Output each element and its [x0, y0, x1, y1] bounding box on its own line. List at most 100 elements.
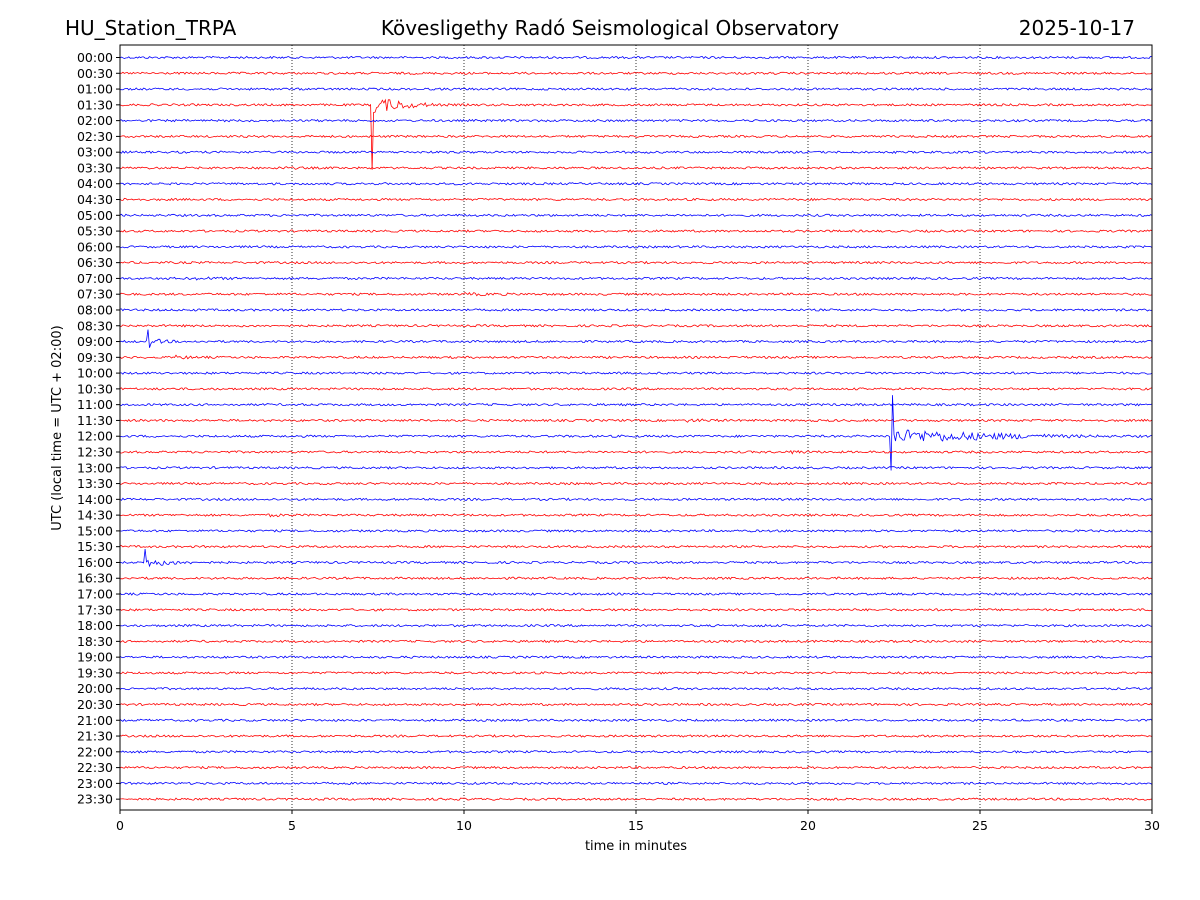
y-tick-label: 01:30: [77, 97, 113, 112]
y-tick-label: 21:30: [77, 729, 113, 744]
trace-0730: [119, 291, 1153, 297]
y-tick-label: 22:00: [77, 744, 113, 759]
y-tick-label: 22:30: [77, 760, 113, 775]
y-tick-label: 07:30: [77, 287, 113, 302]
y-tick-label: 13:00: [77, 460, 113, 475]
trace-1930: [119, 671, 1153, 675]
x-tick-label: 30: [1144, 818, 1160, 833]
trace-1600: [119, 549, 1153, 568]
trace-1530: [119, 544, 1153, 549]
y-tick-label: 18:30: [77, 634, 113, 649]
y-tick-label: 00:00: [77, 50, 113, 65]
y-tick-label: 05:30: [77, 224, 113, 239]
y-tick-label: 18:00: [77, 618, 113, 633]
y-tick-label: 03:00: [77, 145, 113, 160]
trace-1100: [119, 402, 1153, 407]
plot-frame: [119, 44, 1153, 811]
y-tick-label: 04:30: [77, 192, 113, 207]
y-axis-label: UTC (local time = UTC + 02:00): [50, 325, 65, 530]
y-tick-label: 21:00: [77, 713, 113, 728]
trace-1300: [119, 465, 1153, 470]
x-tick-label: 10: [456, 818, 472, 833]
trace-0130: [119, 98, 1153, 170]
trace-0430: [119, 197, 1153, 202]
trace-0530: [119, 229, 1153, 233]
y-tick-label: 14:00: [77, 492, 113, 507]
y-tick-label: 05:00: [77, 208, 113, 223]
y-tick-label: 17:00: [77, 587, 113, 602]
y-tick-label: 06:00: [77, 239, 113, 254]
trace-1800: [120, 623, 1153, 628]
x-axis-label: time in minutes: [585, 839, 687, 854]
trace-1500: [119, 529, 1153, 533]
trace-0830: [120, 324, 1153, 328]
y-tick-label: 20:30: [77, 697, 113, 712]
trace-2030: [119, 702, 1153, 707]
trace-0800: [119, 308, 1153, 312]
y-tick-label: 16:30: [77, 571, 113, 586]
x-tick-label: 25: [972, 818, 988, 833]
y-tick-label: 03:30: [77, 160, 113, 175]
y-tick-label: 10:30: [77, 381, 113, 396]
y-tick-label: 23:30: [77, 792, 113, 807]
y-tick-label: 15:00: [77, 523, 113, 538]
trace-0000: [119, 55, 1152, 60]
date-title: 2025-10-17: [1019, 16, 1135, 40]
trace-1430: [119, 513, 1153, 518]
y-tick-label: 01:00: [77, 82, 113, 97]
trace-0230: [119, 134, 1153, 139]
y-tick-label: 08:00: [77, 302, 113, 317]
y-tick-label: 10:00: [77, 366, 113, 381]
trace-1400: [119, 497, 1153, 502]
y-tick-label: 12:00: [77, 429, 113, 444]
y-tick-label: 02:30: [77, 129, 113, 144]
y-tick-label: 11:30: [77, 413, 113, 428]
trace-0330: [119, 166, 1152, 170]
trace-1900: [119, 655, 1153, 659]
trace-0630: [119, 260, 1153, 265]
y-tick-label: 16:00: [77, 555, 113, 570]
y-tick-label: 23:00: [77, 776, 113, 791]
trace-1830: [119, 639, 1153, 644]
trace-1630: [119, 576, 1153, 580]
trace-1200: [119, 395, 1153, 471]
y-tick-label: 06:30: [77, 255, 113, 270]
trace-0300: [119, 150, 1153, 154]
x-tick-label: 15: [628, 818, 644, 833]
trace-1000: [120, 371, 1153, 375]
trace-2200: [119, 750, 1153, 754]
y-tick-label: 19:00: [77, 650, 113, 665]
trace-0900: [120, 329, 1153, 348]
trace-2130: [119, 734, 1153, 738]
trace-0200: [119, 118, 1153, 123]
trace-1030: [119, 387, 1153, 391]
y-tick-label: 17:30: [77, 602, 113, 617]
trace-2300: [119, 781, 1153, 786]
trace-0030: [119, 71, 1153, 76]
trace-0100: [119, 87, 1153, 91]
seismic-traces: [119, 55, 1153, 801]
y-tick-label: 08:30: [77, 318, 113, 333]
trace-1130: [119, 418, 1153, 423]
y-tick-label: 09:00: [77, 334, 113, 349]
y-tick-label: 04:00: [77, 176, 113, 191]
y-tick-label: 07:00: [77, 271, 113, 286]
trace-2100: [119, 718, 1153, 722]
trace-0930: [119, 354, 1153, 360]
trace-2000: [119, 686, 1153, 691]
trace-0600: [119, 245, 1153, 249]
trace-1230: [119, 450, 1153, 455]
y-tick-label: 09:30: [77, 350, 113, 365]
trace-1700: [119, 592, 1153, 596]
y-tick-label: 20:00: [77, 681, 113, 696]
y-tick-label: 00:30: [77, 66, 113, 81]
y-tick-label: 12:30: [77, 445, 113, 460]
trace-0400: [119, 182, 1153, 186]
trace-2230: [119, 765, 1153, 770]
x-axis-ticks: 0 5 10 15 20 25 30: [116, 810, 1160, 833]
trace-0500: [119, 213, 1153, 218]
trace-1730: [119, 608, 1153, 612]
x-tick-label: 20: [800, 818, 816, 833]
